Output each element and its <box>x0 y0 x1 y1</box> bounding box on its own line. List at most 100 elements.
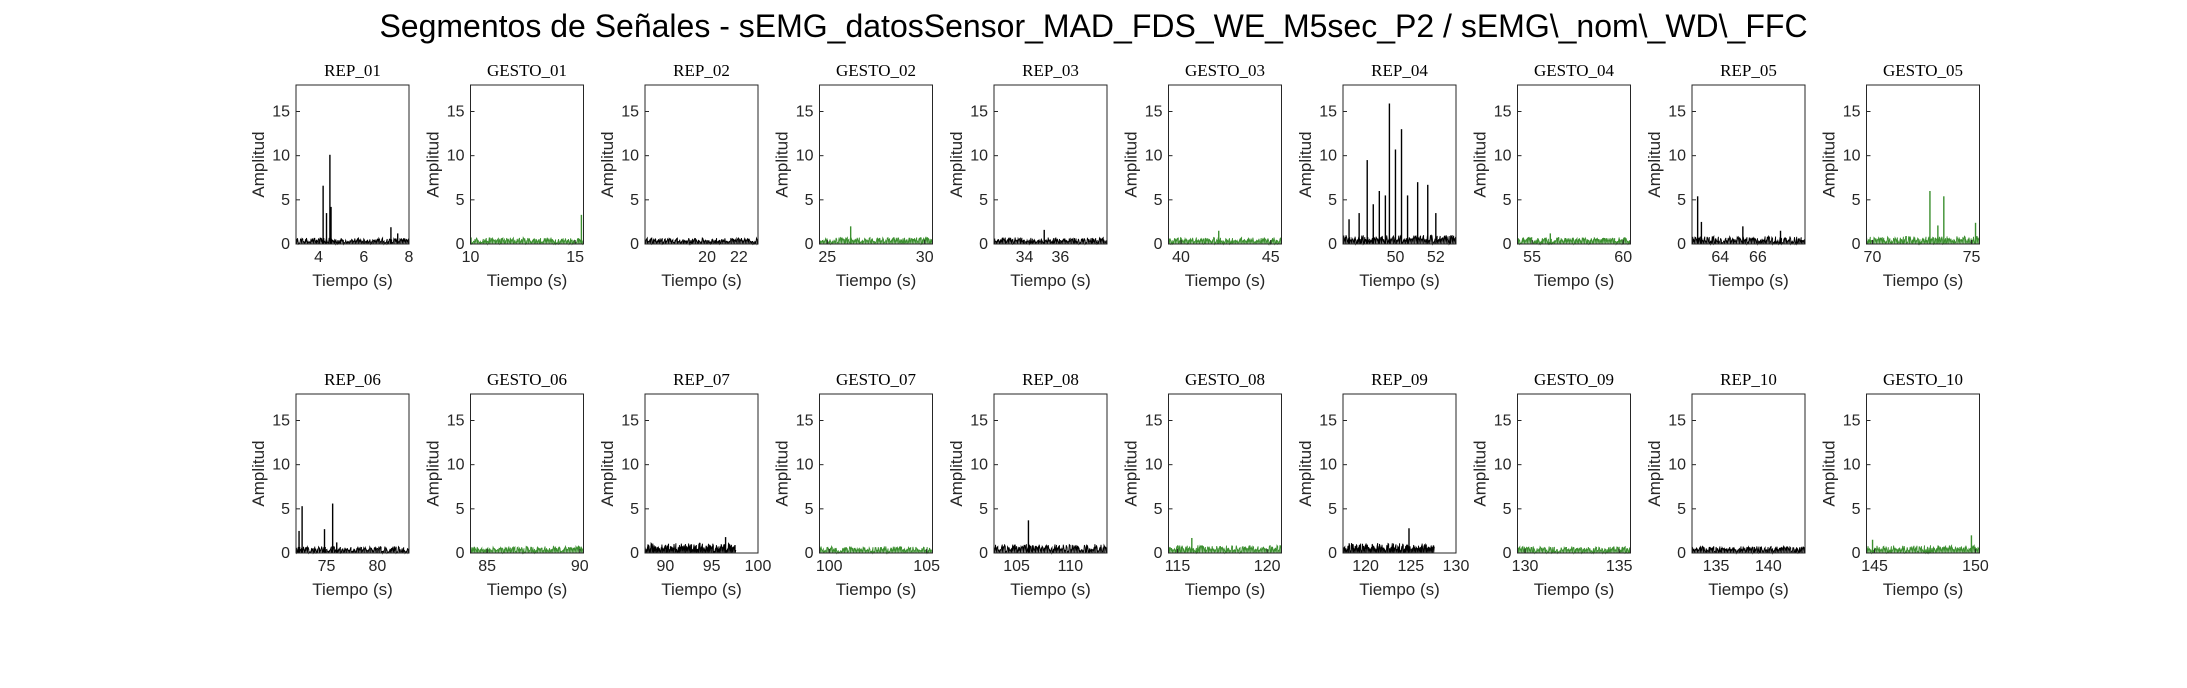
x-tick-label: 15 <box>566 249 584 266</box>
axes-box <box>1342 84 1457 245</box>
axes-box <box>1168 84 1282 245</box>
axes-box <box>993 84 1108 245</box>
x-axis-label: Tiempo (s) <box>1883 271 1964 290</box>
x-axis-label: Tiempo (s) <box>1359 580 1440 599</box>
x-tick-label: 25 <box>818 249 836 266</box>
y-axis-label: Amplitud <box>773 131 792 197</box>
x-axis-label: Tiempo (s) <box>487 580 568 599</box>
subplot-gesto-07: GESTO_07 0 5 10 15 100 105 Tiempo (s) Amplitud <box>773 370 941 599</box>
x-tick-label: 105 <box>1003 558 1030 575</box>
x-tick-label: 85 <box>478 558 496 575</box>
x-tick-label: 100 <box>745 558 772 575</box>
x-axis-label: Tiempo (s) <box>1185 271 1266 290</box>
y-tick-label: 0 <box>805 545 814 562</box>
x-tick-label: 30 <box>916 249 934 266</box>
x-axis-label: Tiempo (s) <box>1883 580 1964 599</box>
y-axis-label: Amplitud <box>1296 440 1315 506</box>
x-axis-label: Tiempo (s) <box>1708 580 1789 599</box>
x-tick-label: 64 <box>1711 249 1729 266</box>
x-tick-label: 120 <box>1352 558 1379 575</box>
axes-box <box>819 393 933 554</box>
y-tick-label: 5 <box>630 192 639 209</box>
x-tick-label: 34 <box>1016 249 1034 266</box>
subplot-title: GESTO_04 <box>1534 61 1614 80</box>
x-tick-label: 135 <box>1703 558 1730 575</box>
y-tick-label: 5 <box>1503 192 1512 209</box>
signal-trace <box>993 543 1108 555</box>
y-tick-label: 10 <box>1319 457 1337 474</box>
y-tick-label: 5 <box>1852 501 1861 518</box>
subplot-title: REP_03 <box>1022 61 1079 80</box>
y-axis-label: Amplitud <box>1645 131 1664 197</box>
x-tick-label: 130 <box>1512 558 1539 575</box>
subplot-title: GESTO_09 <box>1534 370 1614 389</box>
y-axis-label: Amplitud <box>249 440 268 506</box>
y-tick-label: 10 <box>1494 148 1512 165</box>
axes-box <box>295 393 410 554</box>
x-axis-label: Tiempo (s) <box>1534 271 1615 290</box>
x-tick-label: 130 <box>1443 558 1470 575</box>
subplot-title: REP_05 <box>1720 61 1777 80</box>
y-tick-label: 15 <box>1843 413 1861 430</box>
x-axis-label: Tiempo (s) <box>1010 271 1091 290</box>
signal-trace <box>993 236 1108 246</box>
subplot-gesto-01: GESTO_01 0 5 10 15 10 15 Tiempo (s) Amplitud <box>424 61 585 290</box>
x-tick-label: 95 <box>703 558 721 575</box>
y-tick-label: 5 <box>805 501 814 518</box>
y-tick-label: 5 <box>1154 501 1163 518</box>
y-tick-label: 5 <box>979 192 988 209</box>
y-tick-label: 10 <box>1668 148 1686 165</box>
y-tick-label: 10 <box>447 148 465 165</box>
x-tick-label: 135 <box>1606 558 1633 575</box>
axes-box <box>993 393 1108 554</box>
y-tick-label: 15 <box>1668 413 1686 430</box>
x-tick-label: 70 <box>1864 249 1882 266</box>
axes-box <box>1866 393 1980 554</box>
y-tick-label: 10 <box>1843 457 1861 474</box>
subplot-gesto-08: GESTO_08 0 5 10 15 115 120 Tiempo (s) Amplitud <box>1122 370 1282 599</box>
subplot-rep-10: REP_10 0 5 10 15 135 140 Tiempo (s) Amplitud <box>1645 370 1806 599</box>
x-axis-label: Tiempo (s) <box>1185 580 1266 599</box>
x-tick-label: 6 <box>359 249 368 266</box>
subplot-title: GESTO_06 <box>487 370 567 389</box>
x-tick-label: 80 <box>369 558 387 575</box>
y-tick-label: 10 <box>1319 148 1337 165</box>
subplot-rep-08: REP_08 0 5 10 15 105 110 Tiempo (s) Amplitud <box>947 370 1108 599</box>
x-axis-label: Tiempo (s) <box>1010 580 1091 599</box>
y-tick-label: 5 <box>281 501 290 518</box>
y-tick-label: 10 <box>1668 457 1686 474</box>
x-tick-label: 100 <box>816 558 843 575</box>
signal-trace <box>644 541 737 554</box>
signal-trace <box>1168 236 1282 246</box>
y-tick-label: 5 <box>1328 501 1337 518</box>
y-tick-label: 15 <box>796 413 814 430</box>
x-axis-label: Tiempo (s) <box>836 580 917 599</box>
y-tick-label: 10 <box>1145 457 1163 474</box>
y-tick-label: 10 <box>1494 457 1512 474</box>
signal-trace <box>1168 544 1282 555</box>
y-axis-label: Amplitud <box>424 131 443 197</box>
y-tick-label: 0 <box>456 545 465 562</box>
x-axis-label: Tiempo (s) <box>661 580 742 599</box>
y-tick-label: 0 <box>1154 236 1163 253</box>
subplot-rep-02: REP_02 0 5 10 15 20 22 Tiempo (s) Amplitud <box>598 61 759 290</box>
x-tick-label: 10 <box>462 249 480 266</box>
y-tick-label: 0 <box>456 236 465 253</box>
y-tick-label: 15 <box>970 413 988 430</box>
y-tick-label: 0 <box>1852 236 1861 253</box>
y-tick-label: 15 <box>1668 104 1686 121</box>
subplot-title: REP_06 <box>324 370 381 389</box>
y-tick-label: 5 <box>1677 192 1686 209</box>
subplot-title: REP_04 <box>1371 61 1428 80</box>
y-tick-label: 10 <box>970 148 988 165</box>
y-tick-label: 10 <box>621 148 639 165</box>
y-tick-label: 0 <box>281 545 290 562</box>
y-tick-label: 0 <box>979 236 988 253</box>
x-axis-label: Tiempo (s) <box>1534 580 1615 599</box>
x-tick-label: 4 <box>314 249 323 266</box>
subplot-rep-05: REP_05 0 5 10 15 64 66 Tiempo (s) Amplitud <box>1645 61 1806 290</box>
y-tick-label: 15 <box>447 413 465 430</box>
y-tick-label: 15 <box>1145 413 1163 430</box>
signal-trace <box>819 236 933 246</box>
